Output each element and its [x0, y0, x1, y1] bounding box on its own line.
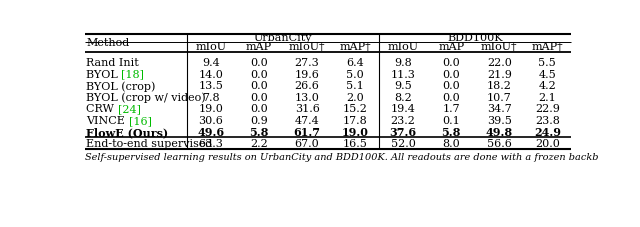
Text: 0.0: 0.0 — [250, 104, 268, 114]
Text: 39.5: 39.5 — [487, 115, 512, 125]
Text: 63.3: 63.3 — [198, 138, 223, 148]
Text: mIoU†: mIoU† — [289, 42, 325, 52]
Text: 22.0: 22.0 — [487, 58, 512, 68]
Text: 24.9: 24.9 — [534, 126, 561, 137]
Text: 19.0: 19.0 — [342, 126, 369, 137]
Text: UrbanCity: UrbanCity — [254, 33, 312, 43]
Text: 18.2: 18.2 — [487, 81, 512, 91]
Text: 23.8: 23.8 — [535, 115, 560, 125]
Text: 4.2: 4.2 — [538, 81, 556, 91]
Text: 21.9: 21.9 — [487, 69, 512, 79]
Text: CRW: CRW — [86, 104, 118, 114]
Text: 5.8: 5.8 — [442, 126, 461, 137]
Text: BYOL (crop w/ video): BYOL (crop w/ video) — [86, 92, 206, 103]
Text: [24]: [24] — [118, 104, 141, 114]
Text: 30.6: 30.6 — [198, 115, 223, 125]
Text: 14.0: 14.0 — [198, 69, 223, 79]
Text: 8.2: 8.2 — [394, 92, 412, 102]
Text: 5.8: 5.8 — [250, 126, 269, 137]
Text: FlowE (Ours): FlowE (Ours) — [86, 126, 168, 137]
Text: Self-supervised learning results on UrbanCity and BDD100K. All readouts are done: Self-supervised learning results on Urba… — [84, 152, 598, 161]
Text: 2.2: 2.2 — [250, 138, 268, 148]
Text: 9.8: 9.8 — [394, 58, 412, 68]
Text: 9.5: 9.5 — [394, 81, 412, 91]
Text: 0.0: 0.0 — [250, 58, 268, 68]
Text: 0.0: 0.0 — [250, 69, 268, 79]
Text: 22.9: 22.9 — [535, 104, 560, 114]
Text: mAP: mAP — [246, 42, 272, 52]
Text: mAP†: mAP† — [531, 42, 563, 52]
Text: 20.0: 20.0 — [535, 138, 560, 148]
Text: Method: Method — [86, 38, 129, 48]
Text: 19.6: 19.6 — [294, 69, 319, 79]
Text: mAP†: mAP† — [339, 42, 371, 52]
Text: 49.6: 49.6 — [197, 126, 225, 137]
Text: [18]: [18] — [122, 69, 145, 79]
Text: 5.1: 5.1 — [346, 81, 364, 91]
Text: 10.7: 10.7 — [487, 92, 511, 102]
Text: 7.8: 7.8 — [202, 92, 220, 102]
Text: End-to-end supervised: End-to-end supervised — [86, 138, 212, 148]
Text: 0.0: 0.0 — [442, 81, 460, 91]
Text: 26.6: 26.6 — [294, 81, 319, 91]
Text: 5.5: 5.5 — [538, 58, 556, 68]
Text: 49.8: 49.8 — [486, 126, 513, 137]
Text: 19.4: 19.4 — [391, 104, 415, 114]
Text: VINCE: VINCE — [86, 115, 129, 125]
Text: BDD100K: BDD100K — [447, 33, 503, 43]
Text: 17.8: 17.8 — [343, 115, 367, 125]
Text: 56.6: 56.6 — [487, 138, 512, 148]
Text: mIoU†: mIoU† — [481, 42, 518, 52]
Text: 15.2: 15.2 — [342, 104, 367, 114]
Text: BYOL (crop): BYOL (crop) — [86, 81, 156, 91]
Text: 0.0: 0.0 — [250, 81, 268, 91]
Text: 19.0: 19.0 — [198, 104, 223, 114]
Text: 34.7: 34.7 — [487, 104, 511, 114]
Text: 61.7: 61.7 — [294, 126, 321, 137]
Text: 2.1: 2.1 — [538, 92, 556, 102]
Text: 8.0: 8.0 — [442, 138, 460, 148]
Text: 1.7: 1.7 — [442, 104, 460, 114]
Text: mIoU: mIoU — [195, 42, 227, 52]
Text: 0.0: 0.0 — [442, 58, 460, 68]
Text: 52.0: 52.0 — [391, 138, 415, 148]
Text: 31.6: 31.6 — [294, 104, 319, 114]
Text: 0.1: 0.1 — [442, 115, 460, 125]
Text: 27.3: 27.3 — [294, 58, 319, 68]
Text: 16.5: 16.5 — [342, 138, 367, 148]
Text: 9.4: 9.4 — [202, 58, 220, 68]
Text: 13.5: 13.5 — [198, 81, 223, 91]
Text: [16]: [16] — [129, 115, 152, 125]
Text: 13.0: 13.0 — [294, 92, 319, 102]
Text: 6.4: 6.4 — [346, 58, 364, 68]
Text: 0.0: 0.0 — [442, 69, 460, 79]
Text: Rand Init: Rand Init — [86, 58, 139, 68]
Text: 5.0: 5.0 — [346, 69, 364, 79]
Text: 67.0: 67.0 — [294, 138, 319, 148]
Text: mAP: mAP — [438, 42, 464, 52]
Text: 0.0: 0.0 — [250, 92, 268, 102]
Text: 23.2: 23.2 — [391, 115, 415, 125]
Text: 47.4: 47.4 — [294, 115, 319, 125]
Text: 37.6: 37.6 — [390, 126, 417, 137]
Text: 4.5: 4.5 — [538, 69, 556, 79]
Text: 2.0: 2.0 — [346, 92, 364, 102]
Text: mIoU: mIoU — [388, 42, 419, 52]
Text: BYOL: BYOL — [86, 69, 122, 79]
Text: 0.9: 0.9 — [250, 115, 268, 125]
Text: 11.3: 11.3 — [391, 69, 415, 79]
Text: 0.0: 0.0 — [442, 92, 460, 102]
